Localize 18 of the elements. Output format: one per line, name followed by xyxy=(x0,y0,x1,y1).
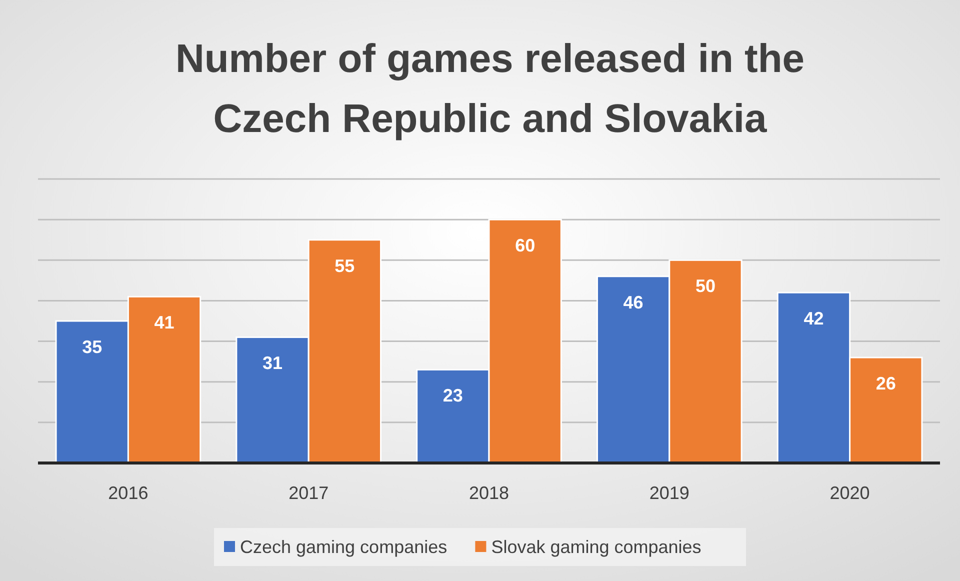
data-label: 42 xyxy=(804,308,824,329)
data-label: 26 xyxy=(876,374,896,394)
data-label: 23 xyxy=(442,386,463,406)
x-tick-label: 2019 xyxy=(649,483,690,503)
x-tick-label: 2020 xyxy=(830,483,870,503)
data-label: 46 xyxy=(623,292,644,312)
data-label: 60 xyxy=(515,236,536,256)
data-label: 50 xyxy=(695,276,716,296)
x-tick-label: 2016 xyxy=(108,483,148,503)
data-label: 35 xyxy=(82,337,102,357)
legend-label: Czech gaming companies xyxy=(240,537,448,557)
x-tick-label: 2017 xyxy=(288,483,329,503)
data-label: 31 xyxy=(262,353,283,374)
data-label: 41 xyxy=(154,312,174,333)
data-label: 55 xyxy=(334,256,355,276)
chart-title: Number of games released in the Czech Republic and Slovakia xyxy=(175,37,805,141)
x-tick-label: 2018 xyxy=(468,483,510,503)
text: Slovak gaming companies xyxy=(491,537,702,557)
